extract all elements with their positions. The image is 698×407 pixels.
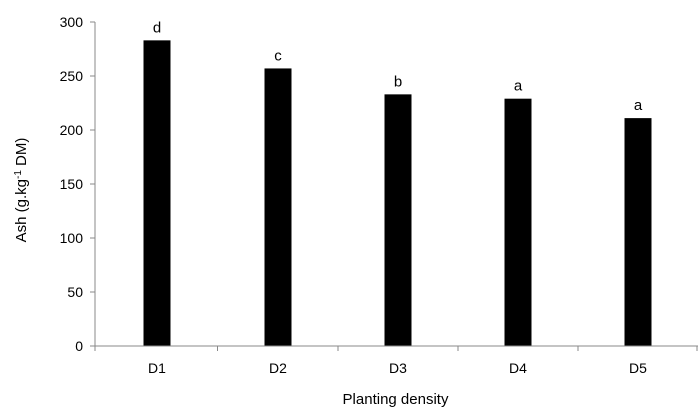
x-tick-label: D5 [629, 360, 647, 376]
x-tick-label: D3 [389, 360, 407, 376]
y-tick-label: 0 [75, 338, 83, 354]
x-axis-ticks: D1 D2 D3 D4 D5 [94, 346, 698, 376]
y-axis-title-main: Ash (g.kg [13, 179, 30, 242]
data-label-d1: d [153, 19, 161, 36]
y-tick-label: 250 [60, 68, 84, 84]
y-tick-label: 150 [60, 176, 84, 192]
x-tick-label: D4 [509, 360, 527, 376]
y-axis-title-superscript: -1 [13, 170, 24, 179]
data-label-d3: b [394, 73, 402, 90]
y-axis-ticks: 0 50 100 150 200 250 300 [60, 14, 95, 354]
y-tick-label: 100 [60, 230, 84, 246]
bar-d2 [264, 68, 292, 346]
y-tick-label: 200 [60, 122, 84, 138]
data-label-d2: c [274, 47, 282, 64]
bar-d3 [384, 94, 412, 346]
bars [143, 40, 652, 347]
y-tick-label: 300 [60, 14, 84, 30]
x-tick-label: D1 [148, 360, 166, 376]
y-axis-title-tail: DM) [13, 138, 30, 171]
bar-d5 [624, 118, 652, 347]
y-axis-title: Ash (g.kg-1 DM) [13, 138, 31, 243]
data-label-d5: a [634, 97, 643, 114]
bar-d1 [143, 40, 171, 347]
data-labels: d c b a a [153, 19, 643, 114]
x-axis-title: Planting density [343, 391, 449, 407]
y-tick-label: 50 [67, 284, 83, 300]
x-tick-label: D2 [269, 360, 287, 376]
data-label-d4: a [514, 78, 523, 95]
bar-d4 [504, 98, 532, 347]
